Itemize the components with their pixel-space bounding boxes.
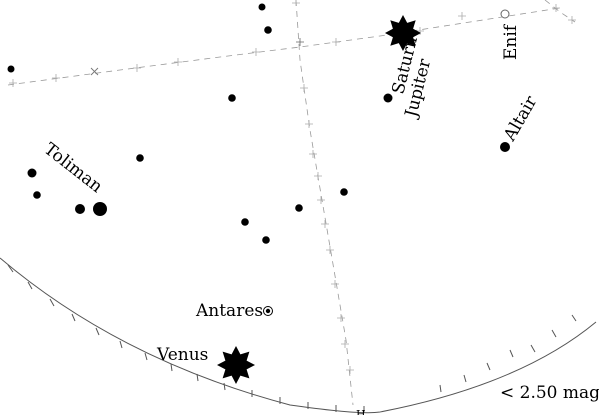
star	[264, 26, 272, 34]
star	[228, 94, 236, 102]
star	[262, 236, 270, 244]
star	[340, 188, 348, 196]
horizon-direction-label: H	[356, 408, 366, 415]
star-altair	[500, 142, 510, 152]
label-venus: Venus	[156, 345, 208, 365]
horizon-ticks	[8, 265, 576, 413]
star-toliman	[93, 202, 107, 216]
star	[136, 154, 144, 162]
grid-lines	[8, 0, 575, 405]
label-antares: Antares	[195, 301, 263, 321]
star-antares	[264, 307, 273, 316]
star	[75, 204, 85, 214]
star	[384, 94, 393, 103]
labels: Toliman Antares Venus Saturn Jupiter Alt…	[40, 23, 599, 415]
label-altair: Altair	[500, 92, 542, 145]
star	[33, 191, 41, 199]
star	[259, 4, 266, 11]
label-toliman: Toliman	[40, 139, 106, 197]
planets	[217, 15, 421, 384]
grid-line-corner	[545, 0, 575, 22]
stars	[8, 4, 511, 316]
planet-venus	[217, 346, 255, 384]
magnitude-limit: < 2.50 mag	[500, 383, 599, 403]
label-enif: Enif	[501, 23, 521, 60]
grid-line-horizontal	[8, 8, 560, 85]
star-enif	[501, 10, 509, 18]
star	[28, 169, 37, 178]
star	[295, 204, 303, 212]
star	[8, 66, 15, 73]
star	[241, 218, 249, 226]
